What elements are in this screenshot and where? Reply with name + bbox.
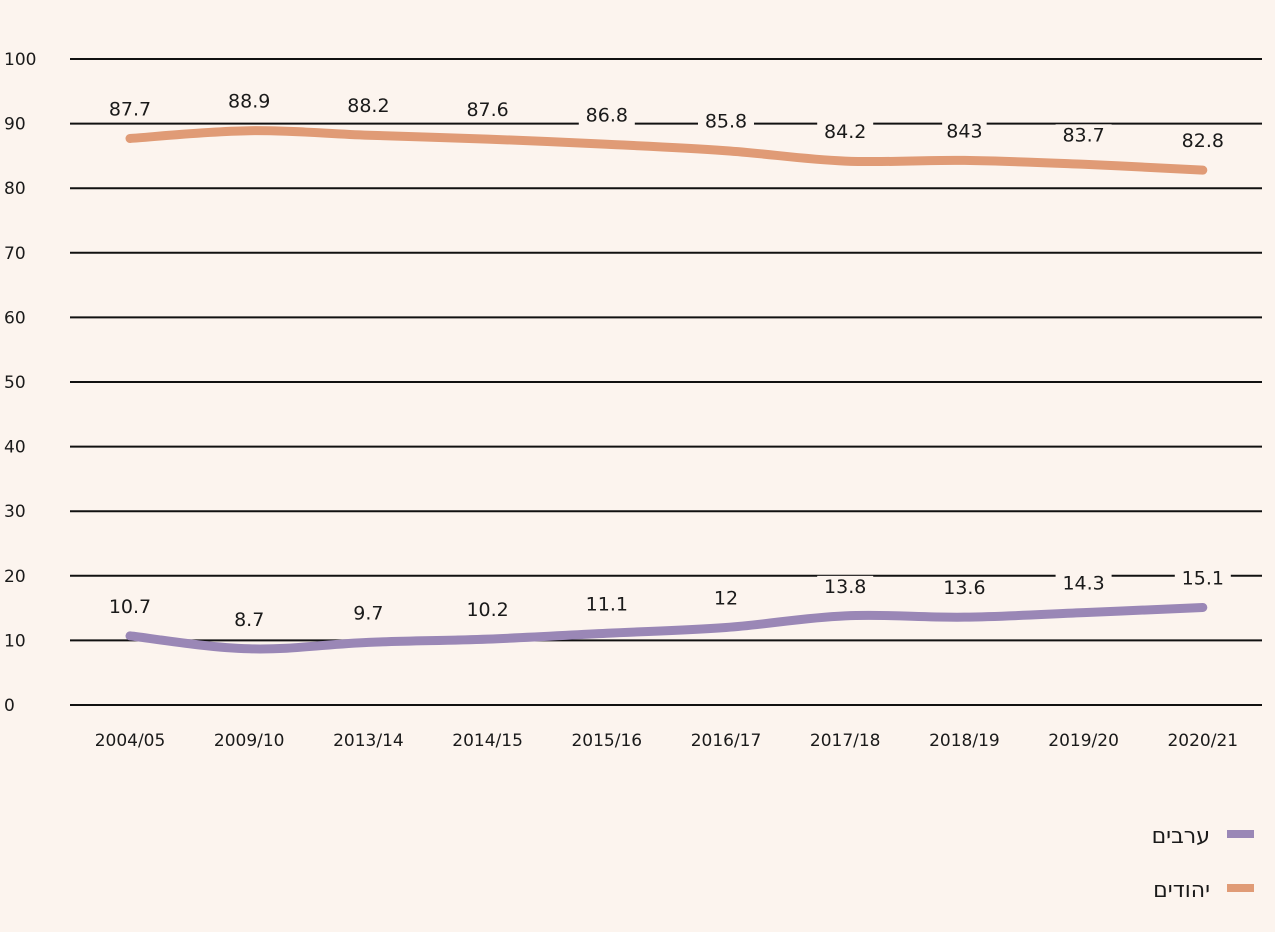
data-label-bg (817, 121, 874, 144)
data-labels: 87.7 88.9 88.2 87.6 86.8 85.8 84.2 843 83.7 82.8 1… (102, 90, 1231, 631)
y-tick-label: 90 (4, 115, 26, 135)
data-label-arabs: 14.3 (1062, 573, 1104, 595)
data-label-bg (578, 593, 635, 616)
y-axis-ticks: 0 10 20 30 40 50 60 70 80 90 100 (4, 50, 36, 716)
x-tick-label: 2009/10 (214, 731, 285, 751)
y-tick-label: 20 (4, 567, 26, 587)
data-label-bg (340, 95, 397, 118)
legend: ערבים יהודים (1152, 824, 1254, 903)
data-label-jews: 88.2 (347, 95, 389, 117)
x-tick-label: 2019/20 (1048, 731, 1119, 751)
y-tick-label: 40 (4, 438, 26, 458)
data-label-arabs: 10.2 (466, 599, 508, 621)
data-label-bg (459, 99, 516, 122)
data-label-bg (1055, 572, 1112, 595)
data-label-bg (102, 98, 158, 121)
legend-label-jews: יהודים (1153, 878, 1210, 903)
data-label-bg (226, 608, 272, 631)
data-label-arabs: 10.7 (109, 596, 151, 618)
x-tick-label: 2016/17 (691, 731, 762, 751)
data-label-bg (709, 587, 743, 610)
y-tick-label: 30 (4, 502, 26, 522)
y-tick-label: 0 (4, 696, 15, 716)
data-label-bg (578, 104, 635, 127)
y-tick-label: 70 (4, 244, 26, 264)
x-tick-label: 2013/14 (333, 731, 404, 751)
y-tick-label: 10 (4, 631, 26, 651)
legend-label-arabs: ערבים (1152, 824, 1210, 849)
data-label-bg (459, 599, 516, 622)
x-axis-ticks: 2004/05 2009/10 2013/14 2014/15 2015/16 2016/… (95, 731, 1238, 751)
x-tick-label: 2020/21 (1167, 731, 1238, 751)
legend-swatch-arabs (1227, 830, 1254, 838)
x-tick-label: 2017/18 (810, 731, 881, 751)
data-label-jews: 82.8 (1182, 130, 1224, 152)
data-label-jews: 88.9 (228, 91, 270, 113)
data-label-bg (942, 120, 987, 143)
data-label-bg (698, 110, 754, 133)
y-tick-label: 60 (4, 308, 26, 328)
series-layer (125, 126, 1208, 654)
grid-layer (70, 58, 1262, 706)
data-label-jews: 87.6 (466, 99, 508, 121)
data-label-jews: 86.8 (586, 104, 628, 126)
data-label-arabs: 9.7 (353, 602, 383, 624)
data-label-bg (1174, 567, 1231, 590)
x-tick-label: 2014/15 (452, 731, 523, 751)
data-label-bg (936, 577, 993, 600)
data-label-bg (1055, 124, 1112, 147)
y-tick-label: 80 (4, 179, 26, 199)
y-tick-label: 100 (4, 50, 36, 70)
data-label-bg (817, 575, 874, 598)
data-label-bg (1174, 130, 1231, 153)
data-label-jews: 84.2 (824, 121, 866, 143)
series-line-jews (125, 126, 1208, 175)
data-label-jews: 85.8 (705, 111, 747, 133)
data-label-arabs: 15.1 (1182, 567, 1224, 589)
y-tick-label: 50 (4, 373, 26, 393)
data-label-bg (102, 595, 158, 618)
data-label-jews: 87.7 (109, 98, 151, 120)
x-tick-label: 2004/05 (95, 731, 166, 751)
data-label-jews: 83.7 (1062, 124, 1104, 146)
data-label-arabs: 13.6 (943, 577, 985, 599)
data-label-bg (346, 602, 391, 625)
data-label-arabs: 11.1 (586, 593, 628, 615)
data-label-arabs: 8.7 (234, 609, 264, 631)
x-tick-label: 2015/16 (571, 731, 642, 751)
data-label-jews: 843 (946, 120, 982, 142)
data-label-bg (221, 90, 278, 113)
data-label-arabs: 12 (714, 587, 738, 609)
series-line-arabs (125, 602, 1208, 654)
legend-swatch-jews (1227, 884, 1254, 892)
x-tick-label: 2018/19 (929, 731, 1000, 751)
data-label-arabs: 13.8 (824, 576, 866, 598)
